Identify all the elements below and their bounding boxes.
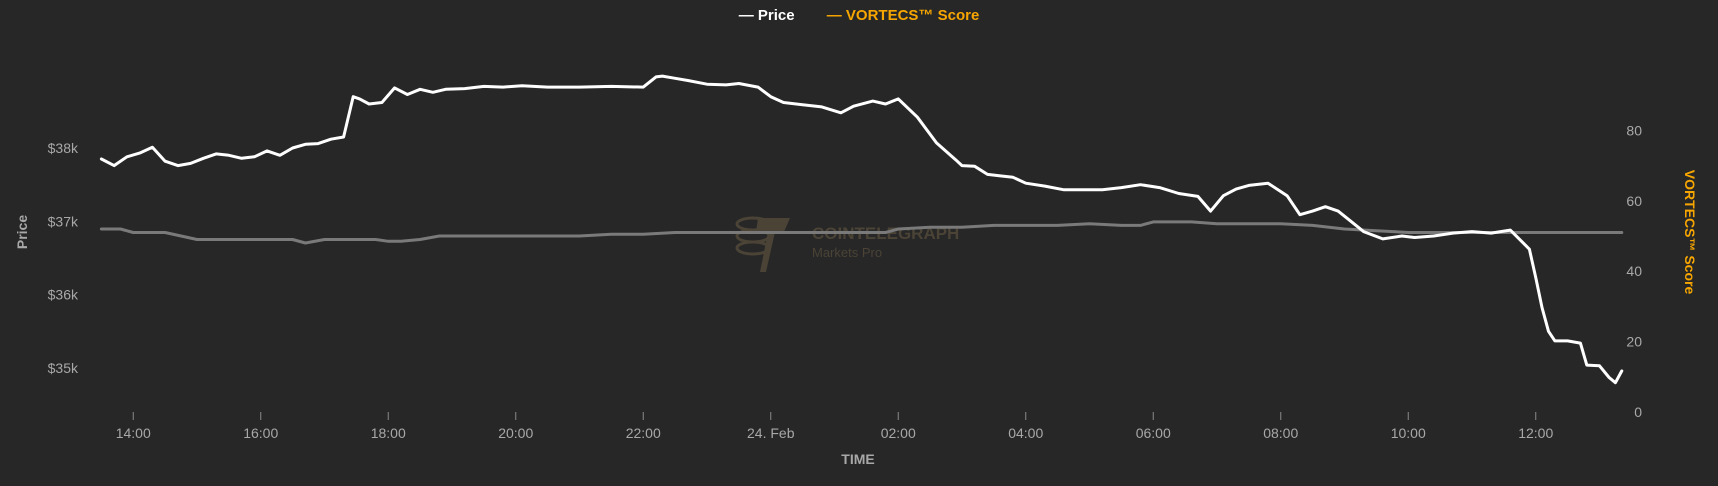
legend-item-price[interactable]: — Price bbox=[739, 7, 795, 24]
y-left-tick-label: $38k bbox=[48, 140, 79, 156]
legend-price-label: Price bbox=[757, 7, 795, 24]
legend-vortecs-swatch: — bbox=[826, 7, 842, 24]
cointelegraph-logo-icon bbox=[735, 216, 790, 272]
x-tick-label: 12:00 bbox=[1518, 425, 1553, 441]
legend-price-swatch: — bbox=[738, 7, 754, 24]
y-axis-right-title: VORTECS™ Score bbox=[1682, 170, 1698, 295]
x-tick-label: 02:00 bbox=[881, 425, 916, 441]
price-series-line bbox=[99, 74, 1624, 385]
x-tick-label: 16:00 bbox=[243, 425, 278, 441]
legend-vortecs-label: VORTECS™ Score bbox=[845, 7, 980, 24]
x-tick-label: 14:00 bbox=[116, 425, 151, 441]
x-tick-label: 18:00 bbox=[371, 425, 406, 441]
y-right-tick-label: 0 bbox=[1634, 404, 1642, 420]
y-axis-left-title: Price bbox=[14, 215, 30, 249]
y-left-tick-label: $36k bbox=[48, 287, 79, 303]
y-right-tick-label: 80 bbox=[1626, 122, 1642, 138]
y-right-tick-label: 40 bbox=[1626, 263, 1642, 279]
legend-item-vortecs[interactable]: — VORTECS™ Score bbox=[827, 7, 980, 24]
x-tick-label: 08:00 bbox=[1263, 425, 1298, 441]
y-left-tick-label: $35k bbox=[48, 360, 79, 376]
y-left-tick-label: $37k bbox=[48, 213, 79, 229]
legend: — Price — VORTECS™ Score bbox=[0, 7, 1718, 24]
watermark-sub: Markets Pro bbox=[812, 245, 882, 260]
x-axis-title: TIME bbox=[841, 451, 874, 467]
x-tick-label: 06:00 bbox=[1136, 425, 1171, 441]
x-tick-label: 20:00 bbox=[498, 425, 533, 441]
x-tick-label: 04:00 bbox=[1008, 425, 1043, 441]
vortecs-series-line bbox=[99, 220, 1624, 245]
y-right-tick-label: 60 bbox=[1626, 193, 1642, 209]
x-tick-label: 10:00 bbox=[1391, 425, 1426, 441]
x-tick-label: 22:00 bbox=[626, 425, 661, 441]
x-tick-label: 24. Feb bbox=[747, 425, 795, 441]
y-right-tick-label: 20 bbox=[1626, 334, 1642, 350]
